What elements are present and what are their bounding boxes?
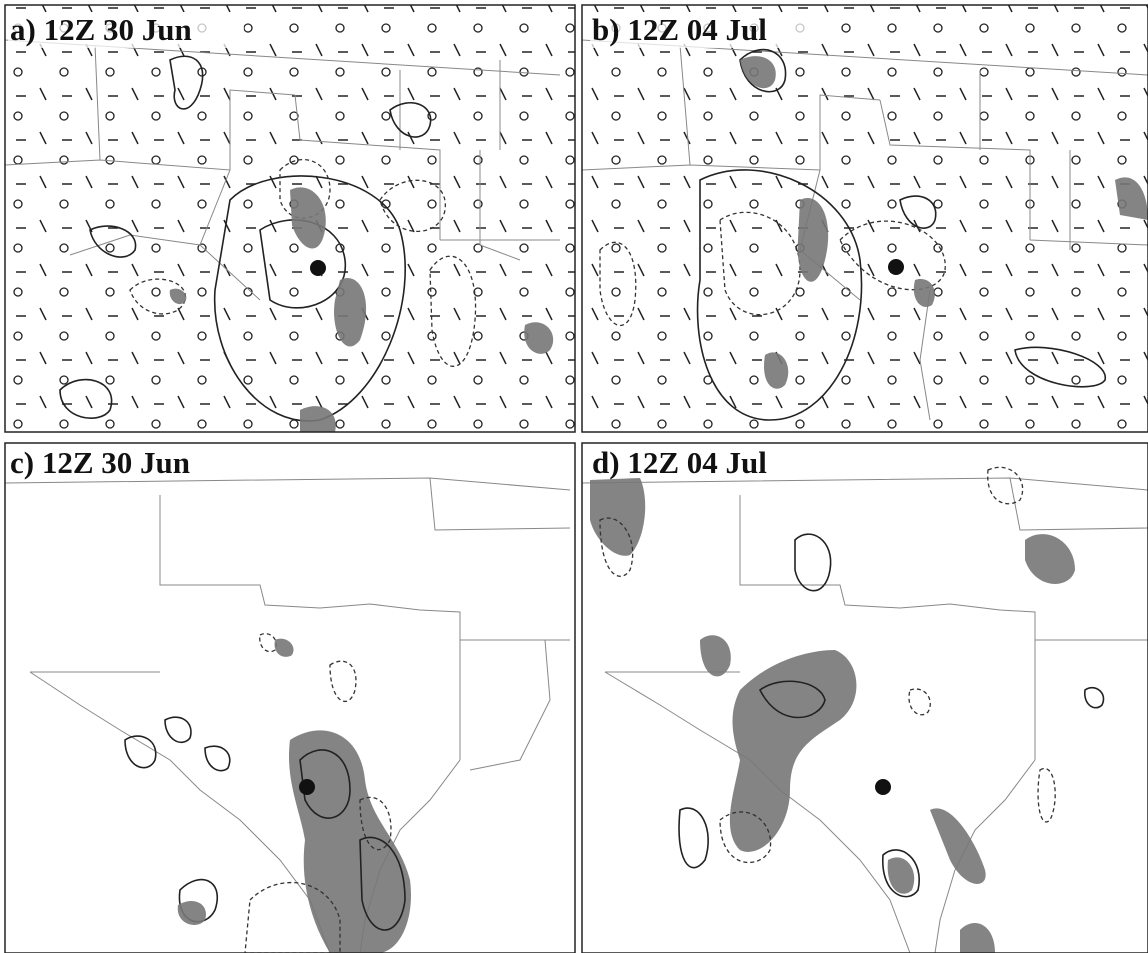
- panel-label: a) 12Z 30 Jun: [10, 12, 192, 47]
- panel-d-map: [582, 466, 1148, 953]
- panel-frame: [581, 442, 1148, 953]
- panel-b-map: [582, 5, 1148, 432]
- panel-label: d) 12Z 04 Jul: [592, 445, 767, 480]
- panel-frame: [4, 442, 576, 953]
- panel-frame: [581, 4, 1148, 433]
- panel-label: b) 12Z 04 Jul: [592, 12, 767, 47]
- panel-frame: [4, 4, 576, 433]
- panel-a-map: [5, 5, 575, 432]
- panel-label: c) 12Z 30 Jun: [10, 445, 190, 480]
- panel-c-map: [5, 477, 571, 953]
